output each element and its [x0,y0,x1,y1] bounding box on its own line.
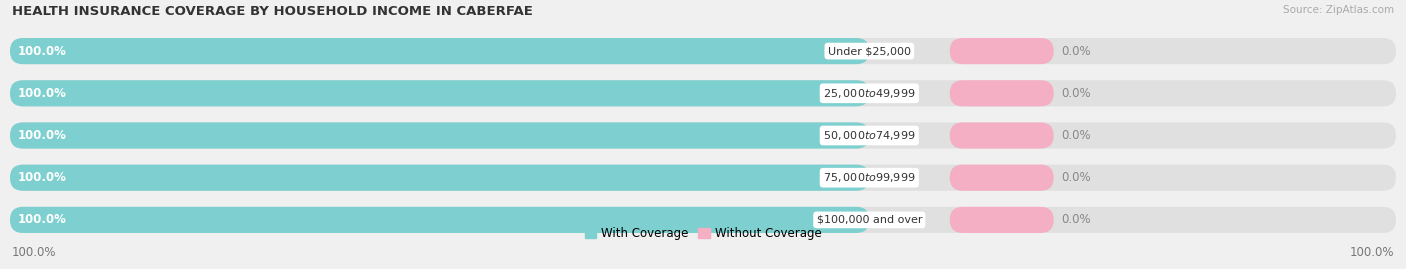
Text: 100.0%: 100.0% [13,246,56,259]
Text: 0.0%: 0.0% [1062,129,1091,142]
FancyBboxPatch shape [949,80,1053,106]
Text: 100.0%: 100.0% [18,171,67,184]
FancyBboxPatch shape [10,122,869,148]
FancyBboxPatch shape [949,122,1053,148]
FancyBboxPatch shape [10,207,869,233]
Text: 0.0%: 0.0% [1062,45,1091,58]
Text: 0.0%: 0.0% [1062,171,1091,184]
FancyBboxPatch shape [949,165,1053,191]
Text: HEALTH INSURANCE COVERAGE BY HOUSEHOLD INCOME IN CABERFAE: HEALTH INSURANCE COVERAGE BY HOUSEHOLD I… [13,5,533,18]
FancyBboxPatch shape [949,207,1053,233]
FancyBboxPatch shape [10,165,869,191]
FancyBboxPatch shape [10,165,1396,191]
Text: 100.0%: 100.0% [18,45,67,58]
Text: Under $25,000: Under $25,000 [828,46,911,56]
Text: 100.0%: 100.0% [18,213,67,226]
Text: $50,000 to $74,999: $50,000 to $74,999 [823,129,915,142]
Legend: With Coverage, Without Coverage: With Coverage, Without Coverage [579,223,827,245]
FancyBboxPatch shape [10,38,869,64]
FancyBboxPatch shape [10,80,1396,106]
Text: $75,000 to $99,999: $75,000 to $99,999 [823,171,915,184]
FancyBboxPatch shape [949,38,1053,64]
FancyBboxPatch shape [10,38,1396,64]
Text: $25,000 to $49,999: $25,000 to $49,999 [823,87,915,100]
Text: 0.0%: 0.0% [1062,87,1091,100]
FancyBboxPatch shape [10,80,869,106]
Text: Source: ZipAtlas.com: Source: ZipAtlas.com [1282,5,1393,15]
FancyBboxPatch shape [10,207,1396,233]
FancyBboxPatch shape [10,122,1396,148]
Text: 100.0%: 100.0% [18,87,67,100]
Text: 100.0%: 100.0% [1350,246,1393,259]
Text: 100.0%: 100.0% [18,129,67,142]
Text: $100,000 and over: $100,000 and over [817,215,922,225]
Text: 0.0%: 0.0% [1062,213,1091,226]
